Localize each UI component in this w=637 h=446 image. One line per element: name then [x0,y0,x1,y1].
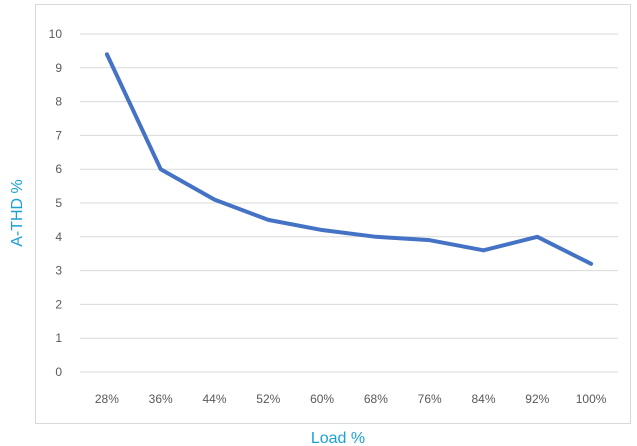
x-tick-label: 92% [525,392,549,406]
y-tick-label: 0 [55,365,62,379]
y-tick-label: 5 [55,196,62,210]
x-tick-label: 68% [364,392,388,406]
x-tick-label: 100% [576,392,607,406]
x-axis-ticks: 28% 36% 44% 52% 60% 68% 76% 84% 92% 100% [95,392,607,406]
x-tick-label: 28% [95,392,119,406]
y-axis-ticks: 0 1 2 3 4 5 6 7 8 9 10 [49,27,63,379]
x-tick-label: 60% [310,392,334,406]
series-group [104,52,594,266]
gridlines [80,33,618,373]
x-tick-label: 76% [418,392,442,406]
y-tick-label: 8 [55,95,62,109]
y-tick-label: 1 [55,331,62,345]
y-tick-label: 2 [55,297,62,311]
y-tick-label: 10 [49,27,63,41]
chart-frame [35,4,631,424]
series-line [104,52,594,266]
y-tick-label: 6 [55,162,62,176]
y-axis-title: A-THD % [9,179,26,247]
y-tick-label: 4 [55,230,62,244]
y-tick-label: 3 [55,264,62,278]
x-axis-title: Load % [311,430,365,446]
y-tick-label: 9 [55,61,62,75]
x-tick-label: 52% [256,392,280,406]
x-tick-label: 36% [149,392,173,406]
x-tick-label: 44% [202,392,226,406]
y-tick-label: 7 [55,128,62,142]
x-tick-label: 84% [471,392,495,406]
